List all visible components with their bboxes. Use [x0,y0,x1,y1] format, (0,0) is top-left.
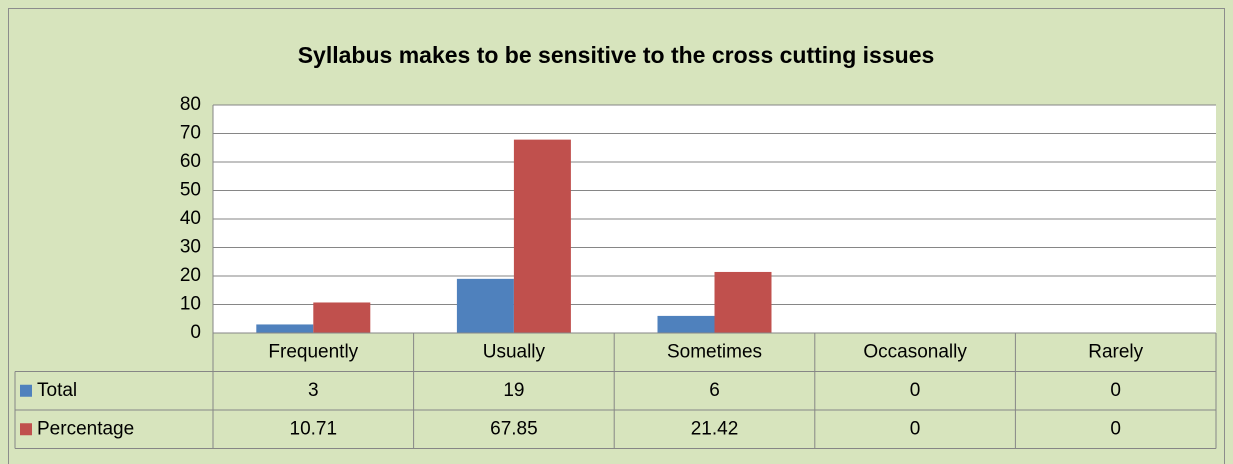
data-label: 6 [709,380,720,401]
legend-label: Total [37,380,77,401]
data-label: 3 [308,380,319,401]
bar [714,271,772,333]
y-tick-label: 30 [180,237,201,258]
data-label: 0 [1110,380,1121,401]
chart-title: Syllabus makes to be sensitive to the cr… [298,42,935,68]
y-tick-label: 40 [180,208,201,229]
x-tick-label: Usually [483,341,546,362]
y-tick-label: 50 [180,180,201,201]
bar [657,315,715,333]
y-tick-label: 20 [180,265,201,286]
y-tick-label: 70 [180,123,201,144]
y-tick-label: 80 [180,94,201,115]
bar [456,278,514,333]
data-label: 0 [910,380,921,401]
chart-border [8,8,1225,464]
x-tick-label: Sometimes [667,341,762,362]
data-label: 0 [1110,418,1121,439]
data-label: 0 [910,418,921,439]
data-label: 67.85 [490,418,538,439]
data-label: 21.42 [691,418,739,439]
x-tick-label: Rarely [1088,341,1143,362]
bar [256,324,314,333]
data-label: 10.71 [290,418,338,439]
y-tick-label: 0 [190,322,201,343]
legend-swatch [20,423,32,436]
y-tick-label: 10 [180,294,201,315]
x-tick-label: Frequently [268,341,358,362]
bar [313,302,371,333]
legend-swatch [20,384,32,397]
y-tick-label: 60 [180,151,201,172]
data-label: 19 [503,380,524,401]
legend-label: Percentage [37,418,134,439]
x-tick-label: Occasonally [863,341,967,362]
bar [513,139,571,333]
